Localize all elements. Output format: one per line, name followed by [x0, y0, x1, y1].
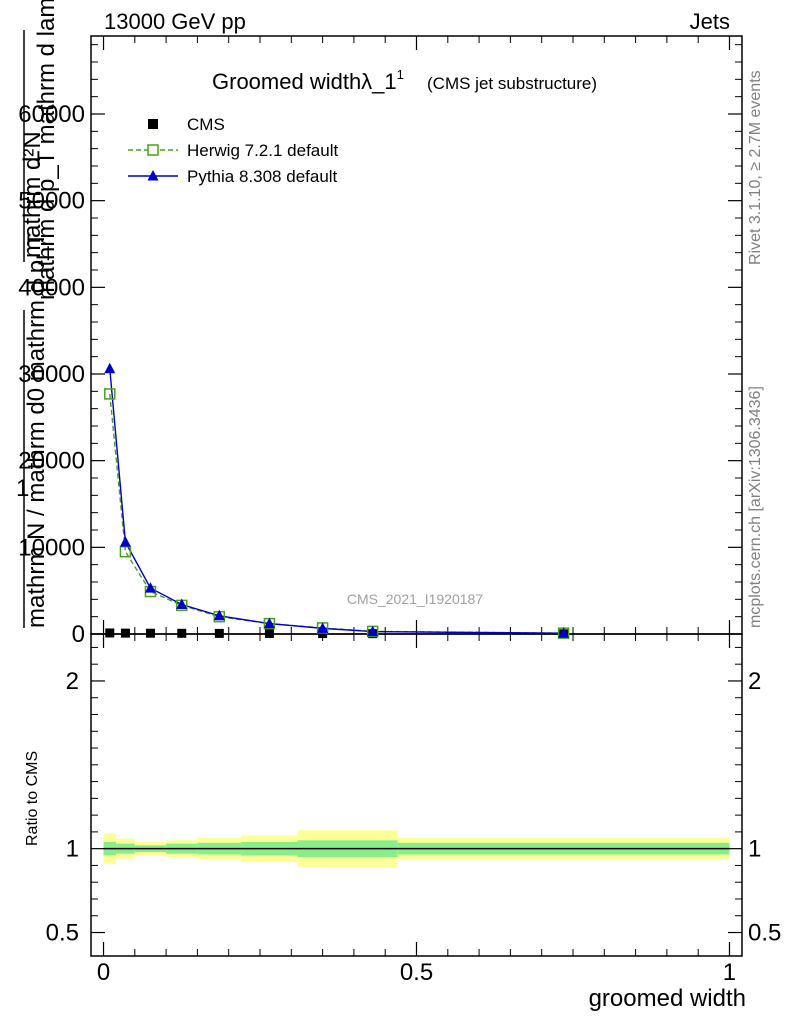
y-tick-label: 60000	[18, 101, 85, 128]
point-cms	[120, 628, 130, 638]
ratio-plot-frame	[90, 633, 743, 957]
point-cms	[177, 628, 187, 638]
legend-label-cms: CMS	[187, 115, 225, 134]
header-left: 13000 GeV pp	[104, 9, 246, 34]
point-pythia-8-308-default	[263, 617, 275, 629]
legend-label-herwig-7-2-1-default: Herwig 7.2.1 default	[187, 141, 338, 160]
x-axis-label: groomed width	[589, 985, 746, 1012]
series-markers	[104, 362, 570, 639]
point-cms	[214, 628, 224, 638]
point-herwig-7-2-1-default	[104, 388, 116, 400]
rivet-version-text: Rivet 3.1.10, ≥ 2.7M events	[747, 70, 764, 265]
ratio-tick-label-right: 2	[748, 668, 761, 695]
y-tick-label: 20000	[18, 448, 85, 475]
chart-subtitle: (CMS jet substructure)	[427, 74, 597, 93]
series-line-herwig-7-2-1-default	[109, 393, 564, 634]
x-tick-label: 1	[723, 959, 736, 986]
point-pythia-8-308-default	[119, 536, 131, 547]
y-tick-label: 50000	[18, 188, 85, 215]
point-cms	[105, 628, 115, 638]
point-pythia-8-308-default	[558, 627, 570, 638]
x-axis-ticks: 0 0.5 1	[97, 36, 736, 986]
x-tick-label: 0	[97, 959, 110, 986]
point-cms	[264, 628, 274, 638]
point-pythia-8-308-default	[213, 609, 225, 621]
point-herwig-7-2-1-default	[119, 545, 132, 558]
legend-marker-pythia-8-308-default	[147, 170, 159, 181]
point-pythia-8-308-default	[144, 582, 156, 593]
ratio-tick-label-right: 1	[748, 836, 761, 863]
ratio-tick-label: 2	[66, 668, 79, 695]
main-axis-ticks: 0 10000 20000 30000 40000 50000 60000	[18, 44, 742, 648]
y-tick-label: 40000	[18, 274, 85, 301]
point-pythia-8-308-default	[176, 598, 188, 610]
series-lines	[109, 368, 564, 634]
x-tick-label: 0.5	[400, 959, 433, 986]
ratio-tick-label: 1	[66, 836, 79, 863]
y-axis-label-one: 1	[16, 475, 29, 502]
y-axis-label-lower: mathrm N / mathrm d0 mathrm d p_T	[23, 232, 50, 628]
ratio-y-axis-label: Ratio to CMS	[24, 751, 41, 846]
point-cms	[145, 628, 155, 638]
chart-title: Groomed widthλ_11	[212, 67, 404, 94]
y-tick-label: 10000	[18, 534, 85, 561]
point-pythia-8-308-default	[367, 625, 379, 637]
ratio-tick-label: 0.5	[46, 920, 79, 947]
y-tick-label: 0	[72, 621, 85, 648]
legend: CMS Herwig 7.2.1 default Pythia 8.308 defa…	[128, 115, 338, 186]
y-tick-label: 30000	[18, 361, 85, 388]
y-axis-label-denominator: mathrm d p_T mathrm d lambda	[33, 0, 60, 300]
analysis-watermark: CMS_2021_I1920187	[347, 591, 483, 607]
series-line-pythia-8-308-default	[109, 368, 564, 634]
chart-title-superscript: 1	[397, 67, 404, 82]
legend-marker-herwig-7-2-1-default	[147, 144, 159, 156]
point-pythia-8-308-default	[317, 622, 329, 633]
ratio-tick-label-right: 0.5	[748, 920, 781, 947]
ratio-axis-ticks: 0.5 0.5 1 1 2 2	[46, 646, 781, 947]
point-pythia-8-308-default	[104, 362, 116, 374]
mcplots-reference-text: mcplots.cern.ch [arXiv:1306.3436]	[747, 386, 764, 628]
legend-marker-cms	[148, 119, 158, 129]
header-right: Jets	[690, 9, 730, 34]
legend-label-pythia-8-308-default: Pythia 8.308 default	[187, 167, 338, 186]
